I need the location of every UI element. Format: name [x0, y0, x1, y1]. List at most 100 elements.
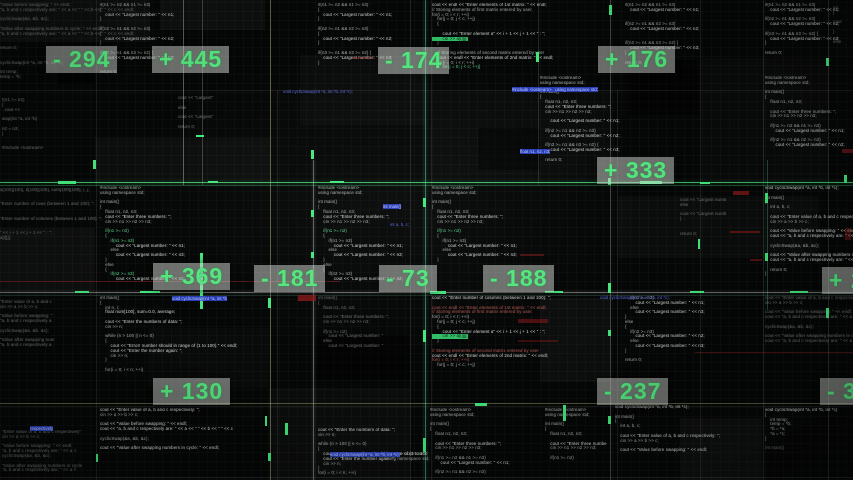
code-line: "Value after swapping numbers in cycle: …	[0, 25, 103, 31]
glitch-tick	[690, 291, 704, 293]
code-line: return 0;	[625, 357, 643, 363]
code-block: cout << "Largest" else cout << "Largest"…	[178, 96, 268, 156]
code-line: "Value after swapping num	[0, 337, 55, 343]
glitch-tick	[423, 438, 426, 452]
glitch-text-chip: int main()	[383, 204, 402, 209]
code-line: int main()	[615, 413, 635, 419]
code-line: if(n1 >= n2)	[318, 228, 347, 234]
code-line: else	[833, 38, 842, 44]
code-block: cout << "Enter number of columns (betwee…	[432, 296, 612, 400]
number-badge: + 176	[598, 46, 676, 73]
glitch-tick	[423, 198, 426, 207]
code-line: cout << "Largest number: "	[318, 342, 384, 348]
code-line: cout << "Value after swapping numbers in…	[765, 333, 853, 339]
code-line: cyclicSwap(&a, &b, &c);	[765, 323, 814, 329]
code-block: "Enter value of a, b and c respectively"…	[2, 430, 97, 480]
code-line: int a, b, c;	[615, 423, 641, 429]
code-block: f(n1 >= n2){ cout << wap(int *a, int *b)…	[2, 98, 94, 180]
code-line: cout << endl << "Enter elements of 1st m…	[432, 304, 547, 310]
code-block: void cyclicSwap(int *a, int *b, int *c);…	[615, 405, 760, 478]
code-line: int main()	[765, 89, 785, 95]
code-line: cout << "Largest number: " << n1;	[318, 242, 403, 248]
code-block: #include <iostream> using namespace std; …	[545, 408, 607, 478]
code-line: else	[100, 261, 114, 267]
code-line: cout << "Value after swapping numbers in…	[100, 445, 220, 451]
code-line: if(n1 >= n2)	[432, 228, 461, 234]
code-block: if(n1 >= n2 && n1 >= n3){ cout << "Large…	[318, 3, 422, 87]
glitch-line-vertical	[410, 0, 411, 480]
code-line: #include <iostream>	[318, 186, 360, 190]
code-line: cin >> a >> b >> c;	[0, 303, 39, 309]
code-line: using namespace std;	[765, 79, 810, 85]
code-line: // Storing elements of second matrix ent…	[432, 347, 539, 353]
code-line: cout << "a, b and c respectively are: " …	[765, 338, 853, 344]
code-line: cout << "Largest number: " << n3;	[765, 35, 840, 41]
code-line: int n, i;	[100, 304, 120, 310]
glitch-tick	[330, 181, 344, 183]
glitch-text-chip: float n1, n2, n3;	[520, 149, 551, 154]
glitch-text-chip: void cyclicSwap(int *a, int *b	[172, 296, 227, 301]
code-line: cout << endl << "Enter elements of 2nd m…	[432, 352, 549, 358]
code-line: }	[432, 256, 439, 262]
glitch-tick	[196, 135, 204, 137]
code-block: cout << endl << "Enter elements of 1st m…	[432, 3, 608, 88]
background-patch	[0, 228, 95, 292]
code-line: {	[833, 9, 835, 15]
glitch-line-vertical	[610, 0, 611, 480]
glitch-tick	[609, 5, 612, 15]
code-line: cout << "Enter the number again: ";	[318, 455, 396, 461]
code-line: for(j = 0; j < c; ++j)	[432, 362, 476, 368]
code-line: if(n1 >= n2)	[100, 228, 129, 234]
code-line: else	[680, 201, 689, 207]
code-line: int temp;	[765, 416, 789, 422]
background-patch	[160, 0, 265, 30]
glitch-red-dash	[750, 259, 762, 261]
code-line: for(j = 0; j < c; ++j)	[432, 64, 481, 70]
code-line: if(n1 >= n2 && n1 >= n3)	[430, 454, 486, 460]
code-line: // Storing elements of first matrix ente…	[432, 6, 533, 12]
code-line: cout << "Largest number: " << n2;	[540, 132, 620, 138]
code-line: cyclicSwap(&a, &b, &c);	[2, 452, 51, 458]
code-line: {	[100, 338, 107, 344]
glitch-line-vertical	[617, 90, 618, 480]
code-line: "Enter value of a, b and c respectively"	[2, 430, 82, 434]
code-line: cout << "Value before swapping: " << end…	[100, 421, 188, 427]
code-line: cout << "Value after swapping numbers in…	[770, 252, 853, 258]
code-line: {	[432, 323, 439, 329]
code-line: cout << "Enter element a" << i + 1 << j …	[432, 328, 546, 334]
number-badge: - 237	[597, 378, 669, 405]
code-line: cin >> n1 >> n2 >> n3;	[318, 218, 370, 224]
code-line: int a, b, c;	[765, 204, 791, 210]
code-line: float num[100], sum=0.0, average;	[100, 309, 176, 315]
glitch-tick	[826, 58, 829, 66]
code-line: "a, b and c respectively are: " << a <	[2, 448, 77, 454]
code-line: cin >> a >> b >> c;	[100, 411, 139, 417]
code-line: {	[318, 232, 325, 238]
glitch-line-vertical	[700, 0, 701, 480]
code-line: int main()	[318, 199, 338, 205]
background-patch	[680, 418, 762, 480]
glitch-line-horizontal	[0, 295, 853, 296]
code-line: }	[318, 256, 325, 262]
number-badge: + 369	[153, 263, 231, 290]
code-line: for(i = 0; i < r; ++i)	[432, 357, 470, 363]
code-line: cin >> a >> b >> c;	[2, 433, 41, 439]
code-line: }	[625, 347, 627, 353]
code-line: for(i = 0; i < r; ++i)	[432, 314, 470, 320]
code-line: {	[318, 30, 320, 36]
code-line: else	[625, 304, 639, 310]
glitch-line-horizontal	[0, 182, 853, 183]
code-line: cin >> a[i][j];	[432, 35, 468, 42]
code-line: }	[100, 256, 107, 262]
code-block: if(n1 >= n2 && n1 >= n3) cout << "Larges…	[765, 3, 853, 87]
glitch-text-chip: #include <iostream> using namespace std;	[512, 87, 598, 92]
code-line: #include <iostream>	[545, 408, 587, 412]
glitch-line-vertical	[202, 0, 203, 185]
code-line: if(n1 >= n2 && n1 >= n3)	[625, 3, 676, 7]
code-line: cin >> n1 >> n2 >> n3;	[430, 445, 482, 451]
glitch-red-dash	[842, 149, 853, 153]
code-line: float n1, n2, n3;	[545, 430, 583, 436]
code-line: if(n3 >= n1 && n3 >= n2) {	[625, 40, 679, 46]
code-line: if(n1 >= n2)	[318, 328, 347, 334]
code-line: {	[100, 266, 107, 272]
